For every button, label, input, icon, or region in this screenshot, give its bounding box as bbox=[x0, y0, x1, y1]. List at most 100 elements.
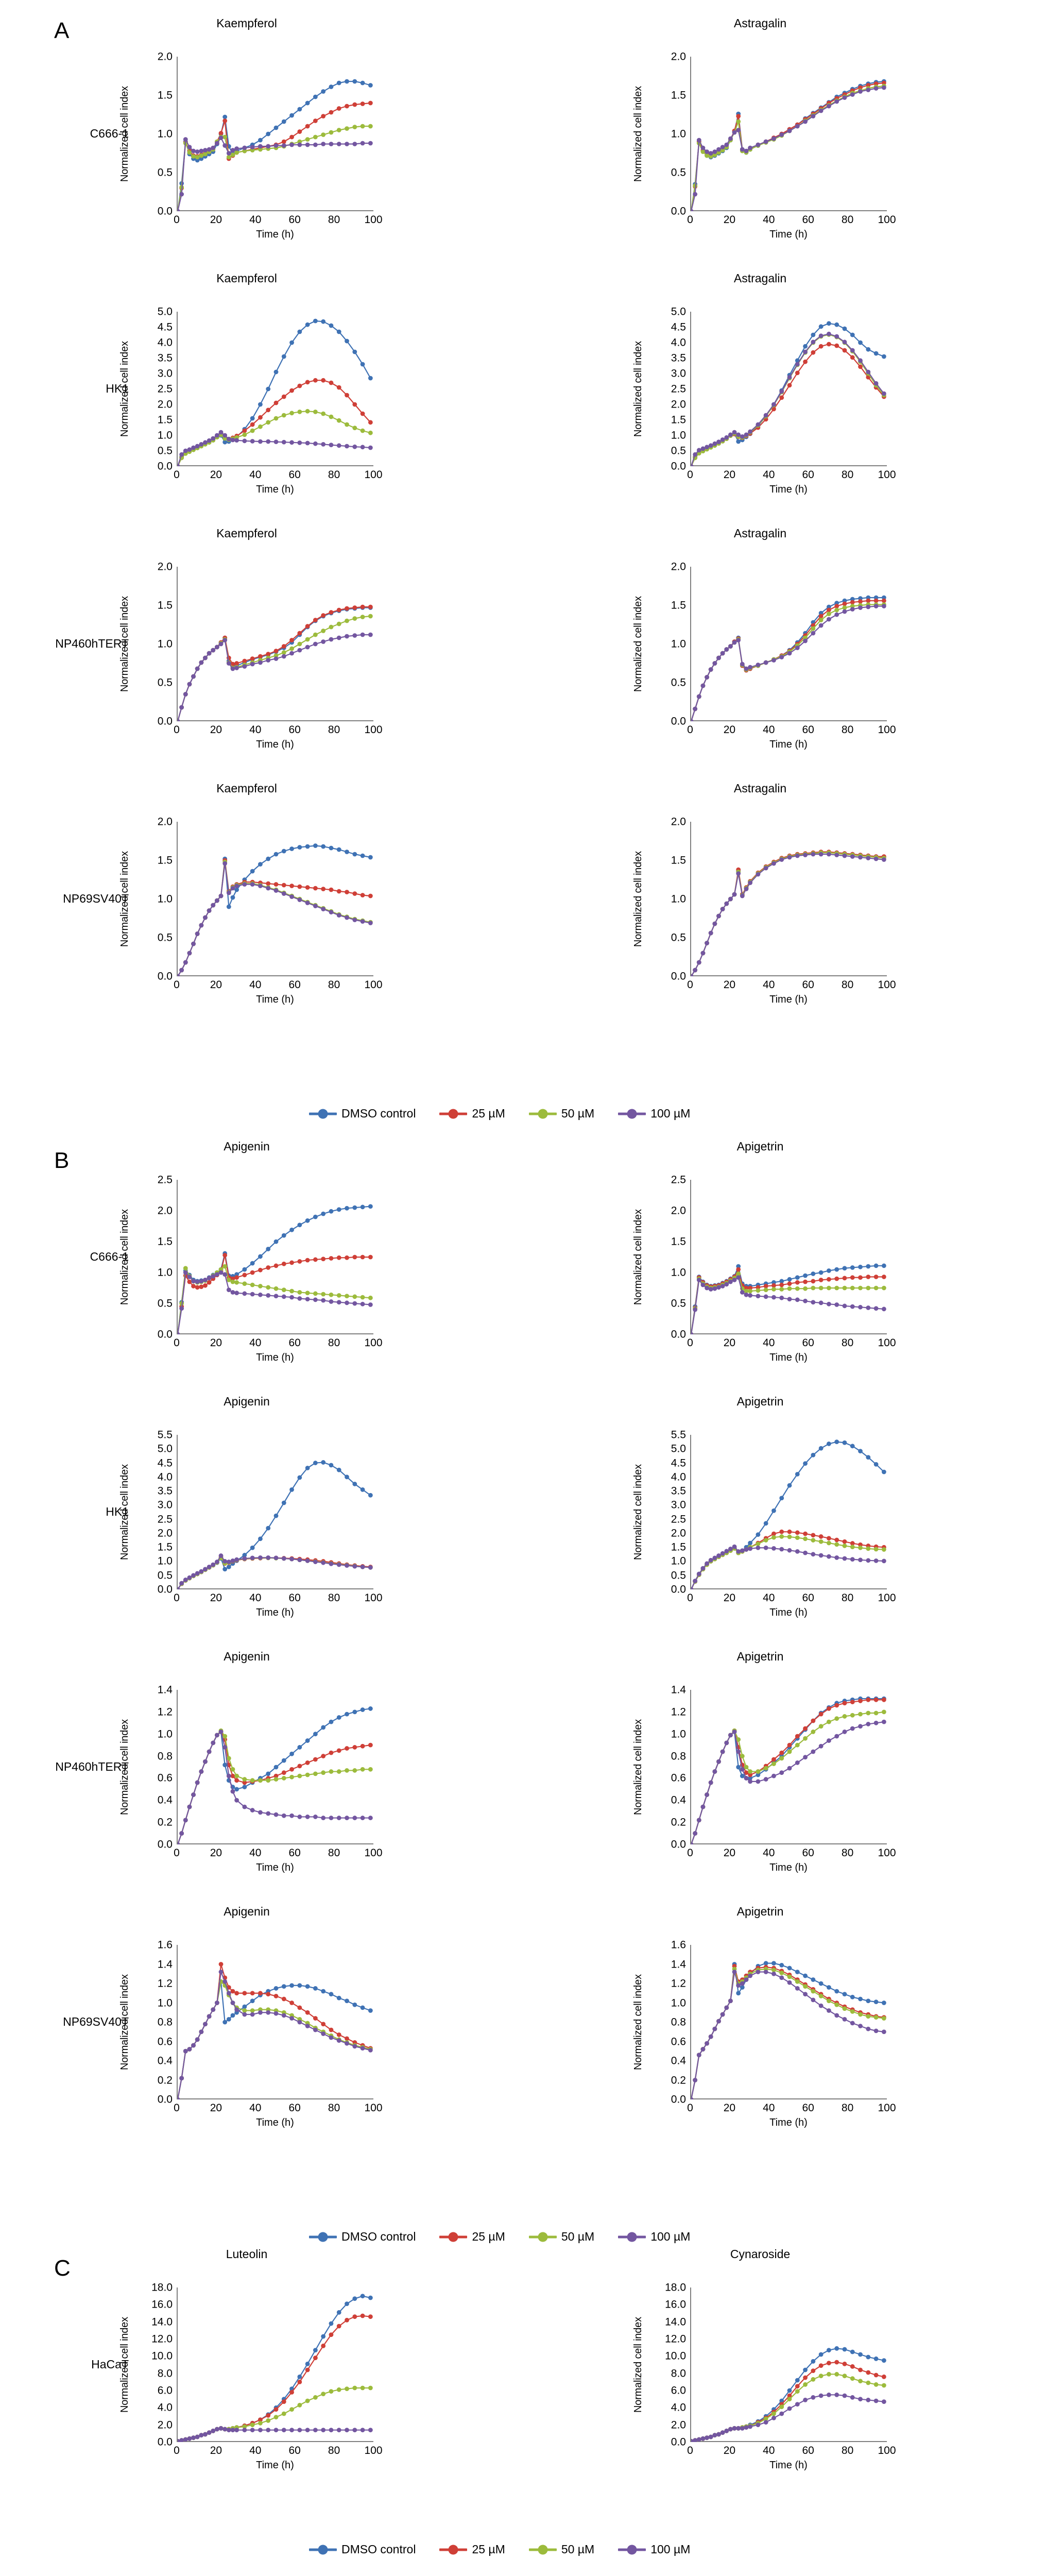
x-tick-labels: 0 20 40 60 80 100 bbox=[687, 467, 896, 482]
data-point bbox=[740, 434, 745, 439]
data-point bbox=[771, 1971, 776, 1976]
series-line-dmso bbox=[178, 1206, 371, 1334]
data-point bbox=[321, 378, 326, 383]
data-point bbox=[881, 2383, 886, 2388]
legend-item-c25[interactable]: 25 µM bbox=[439, 1107, 505, 1121]
data-point bbox=[195, 931, 200, 936]
data-point bbox=[818, 852, 824, 857]
data-point bbox=[289, 894, 294, 899]
y-tick: 18.0 bbox=[151, 2281, 173, 2294]
data-point bbox=[360, 1743, 365, 1749]
data-point bbox=[360, 1816, 365, 1820]
x-tick: 0 bbox=[687, 469, 693, 481]
x-tick-labels: 0 20 40 60 80 100 bbox=[687, 212, 896, 227]
legend-item-c25[interactable]: 25 µM bbox=[439, 2230, 505, 2244]
data-point bbox=[360, 2005, 365, 2010]
data-point bbox=[281, 891, 286, 896]
data-point bbox=[273, 1773, 279, 1778]
y-tick-labels: 0.0 0.5 1.0 1.5 2.0 2.5 3.0 3.5 4.0 4.5 5.0 bbox=[143, 307, 175, 472]
chart-B-apigenin-NP69SV40T: Apigenin Normalized cell index 0.0 0.2 0.4 0.… bbox=[99, 1905, 384, 2136]
data-point bbox=[273, 1239, 279, 1244]
data-point bbox=[705, 153, 709, 158]
data-point bbox=[803, 1273, 808, 1278]
data-point bbox=[736, 1983, 741, 1988]
data-point bbox=[850, 2009, 855, 2014]
data-point bbox=[803, 359, 808, 364]
data-point bbox=[368, 376, 373, 381]
data-point bbox=[763, 2420, 768, 2425]
data-point bbox=[313, 441, 318, 446]
series-line-c50 bbox=[691, 604, 885, 721]
data-point bbox=[744, 2425, 749, 2430]
data-point bbox=[763, 1766, 768, 1771]
data-point bbox=[321, 1725, 326, 1730]
legend-item-c100[interactable]: 100 µM bbox=[618, 2543, 690, 2556]
legend-item-c25[interactable]: 25 µM bbox=[439, 2543, 505, 2556]
data-point bbox=[345, 1475, 349, 1480]
data-point bbox=[352, 1294, 357, 1299]
chart-title: Kaempferol bbox=[216, 272, 277, 285]
data-point bbox=[881, 1285, 886, 1291]
data-point bbox=[230, 2013, 235, 2018]
legend-item-c50[interactable]: 50 µM bbox=[528, 1107, 594, 1121]
x-tick: 60 bbox=[288, 469, 301, 481]
legend-item-c100[interactable]: 100 µM bbox=[618, 2230, 690, 2244]
data-point bbox=[779, 1770, 784, 1775]
data-point bbox=[360, 428, 365, 433]
series-line-c25 bbox=[691, 1965, 885, 2099]
legend-item-dmso[interactable]: DMSO control bbox=[309, 2230, 416, 2244]
legend-item-c100[interactable]: 100 µM bbox=[618, 1107, 690, 1121]
data-point bbox=[321, 629, 326, 633]
data-point bbox=[827, 1540, 831, 1546]
data-point bbox=[842, 1539, 847, 1544]
legend-item-dmso[interactable]: DMSO control bbox=[309, 1107, 416, 1121]
data-point bbox=[266, 1285, 271, 1290]
data-point bbox=[740, 2426, 745, 2431]
data-point bbox=[329, 1256, 334, 1261]
legend-item-c50[interactable]: 50 µM bbox=[528, 2543, 594, 2556]
x-tick: 0 bbox=[174, 2445, 180, 2456]
data-point bbox=[297, 1983, 302, 1988]
data-point bbox=[187, 1804, 192, 1809]
data-point bbox=[720, 437, 725, 442]
y-tick: 0.5 bbox=[671, 445, 686, 457]
data-point bbox=[827, 1719, 831, 1724]
y-tick: 0.0 bbox=[157, 1328, 173, 1341]
data-point bbox=[818, 2003, 824, 2008]
panel-letter-a: A bbox=[54, 18, 70, 43]
data-point bbox=[258, 138, 263, 143]
data-point bbox=[207, 1280, 212, 1285]
data-point bbox=[756, 1541, 761, 1547]
data-point bbox=[827, 1706, 831, 1711]
data-point bbox=[336, 443, 341, 448]
data-point bbox=[818, 333, 824, 338]
data-point bbox=[850, 1285, 855, 1291]
data-point bbox=[866, 1455, 871, 1460]
series-line-c25 bbox=[178, 1731, 371, 1844]
data-point bbox=[873, 2028, 879, 2033]
data-point bbox=[215, 1733, 219, 1738]
data-point bbox=[858, 1699, 863, 1703]
data-point bbox=[187, 951, 192, 956]
y-tick: 8.0 bbox=[671, 2367, 686, 2380]
y-tick: 5.0 bbox=[157, 1443, 173, 1455]
data-point bbox=[321, 1257, 326, 1261]
data-point bbox=[191, 941, 196, 946]
data-point bbox=[305, 1297, 310, 1301]
data-point bbox=[803, 1531, 808, 1536]
data-point bbox=[222, 134, 228, 140]
data-point bbox=[211, 648, 216, 653]
data-point bbox=[250, 428, 255, 433]
data-point bbox=[818, 1285, 824, 1291]
data-point bbox=[234, 887, 239, 892]
data-point bbox=[313, 618, 318, 622]
data-point bbox=[696, 2437, 701, 2442]
data-point bbox=[313, 410, 318, 414]
data-point bbox=[803, 1992, 808, 1997]
legend-item-dmso[interactable]: DMSO control bbox=[309, 2543, 416, 2556]
data-point bbox=[858, 2397, 863, 2402]
data-point bbox=[218, 1270, 224, 1275]
x-tick-labels: 0 20 40 60 80 100 bbox=[174, 2443, 382, 2458]
legend-item-c50[interactable]: 50 µM bbox=[528, 2230, 594, 2244]
data-point bbox=[289, 1289, 294, 1294]
